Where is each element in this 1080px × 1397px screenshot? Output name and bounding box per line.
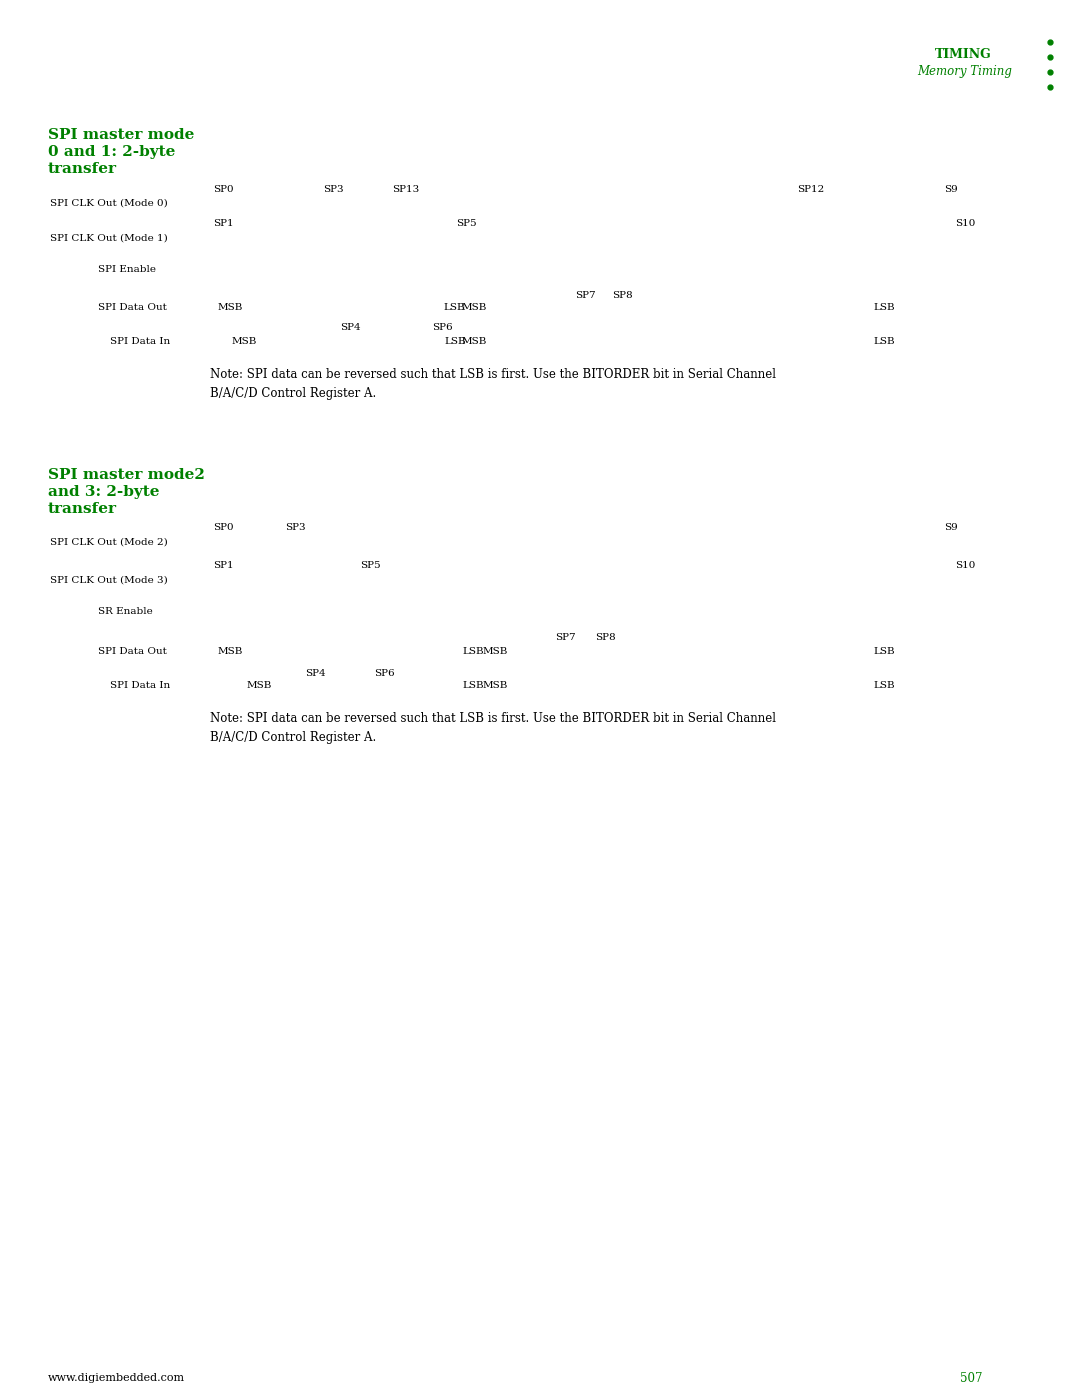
Text: MSB: MSB <box>232 338 257 346</box>
Text: transfer: transfer <box>48 502 117 515</box>
Text: MSB: MSB <box>483 647 509 657</box>
Text: SPI Data Out: SPI Data Out <box>98 647 167 657</box>
Text: LSB: LSB <box>462 647 484 657</box>
Text: 507: 507 <box>960 1372 983 1384</box>
Text: 0 and 1: 2-byte: 0 and 1: 2-byte <box>48 145 175 159</box>
Text: TIMING: TIMING <box>935 49 991 61</box>
Text: S10: S10 <box>955 219 975 229</box>
Text: SP12: SP12 <box>797 184 824 194</box>
Text: LSB: LSB <box>462 682 484 690</box>
Text: Memory Timing: Memory Timing <box>917 64 1012 77</box>
Text: SP1: SP1 <box>213 219 233 229</box>
Text: and 3: 2-byte: and 3: 2-byte <box>48 485 160 499</box>
Text: SPI CLK Out (Mode 3): SPI CLK Out (Mode 3) <box>50 576 167 584</box>
Text: SPI CLK Out (Mode 1): SPI CLK Out (Mode 1) <box>50 233 167 243</box>
Text: MSB: MSB <box>462 303 487 313</box>
Text: Note: SPI data can be reversed such that LSB is first. Use the BITORDER bit in S: Note: SPI data can be reversed such that… <box>210 367 777 400</box>
Text: SR Enable: SR Enable <box>98 608 152 616</box>
Text: SP4: SP4 <box>305 669 326 679</box>
Text: SP8: SP8 <box>595 633 616 643</box>
Text: SP3: SP3 <box>323 184 343 194</box>
Text: SP3: SP3 <box>285 522 306 531</box>
Text: MSB: MSB <box>218 303 243 313</box>
Text: SP13: SP13 <box>392 184 419 194</box>
Text: SPI CLK Out (Mode 0): SPI CLK Out (Mode 0) <box>50 198 167 208</box>
Text: SPI Enable: SPI Enable <box>98 265 156 274</box>
Text: Note: SPI data can be reversed such that LSB is first. Use the BITORDER bit in S: Note: SPI data can be reversed such that… <box>210 712 777 745</box>
Text: SP4: SP4 <box>340 324 361 332</box>
Text: SPI Data In: SPI Data In <box>110 338 171 346</box>
Text: SP0: SP0 <box>213 184 233 194</box>
Text: S10: S10 <box>955 562 975 570</box>
Text: transfer: transfer <box>48 162 117 176</box>
Text: LSB: LSB <box>444 338 465 346</box>
Text: S9: S9 <box>944 184 958 194</box>
Text: SPI Data Out: SPI Data Out <box>98 303 167 313</box>
Text: SPI CLK Out (Mode 2): SPI CLK Out (Mode 2) <box>50 538 167 546</box>
Text: LSB: LSB <box>443 303 464 313</box>
Text: SP8: SP8 <box>612 292 633 300</box>
Text: SP7: SP7 <box>575 292 596 300</box>
Text: LSB: LSB <box>873 647 894 657</box>
Text: SP5: SP5 <box>456 219 476 229</box>
Text: SP6: SP6 <box>374 669 394 679</box>
Text: SP0: SP0 <box>213 522 233 531</box>
Text: LSB: LSB <box>873 338 894 346</box>
Text: SP5: SP5 <box>360 562 380 570</box>
Text: www.digiembedded.com: www.digiembedded.com <box>48 1373 185 1383</box>
Text: LSB: LSB <box>873 682 894 690</box>
Text: MSB: MSB <box>247 682 272 690</box>
Text: MSB: MSB <box>462 338 487 346</box>
Text: MSB: MSB <box>483 682 509 690</box>
Text: MSB: MSB <box>218 647 243 657</box>
Text: SPI master mode: SPI master mode <box>48 129 194 142</box>
Text: SPI master mode2: SPI master mode2 <box>48 468 205 482</box>
Text: SP1: SP1 <box>213 562 233 570</box>
Text: SPI Data In: SPI Data In <box>110 682 171 690</box>
Text: S9: S9 <box>944 522 958 531</box>
Text: SP7: SP7 <box>555 633 576 643</box>
Text: LSB: LSB <box>873 303 894 313</box>
Text: SP6: SP6 <box>432 324 453 332</box>
